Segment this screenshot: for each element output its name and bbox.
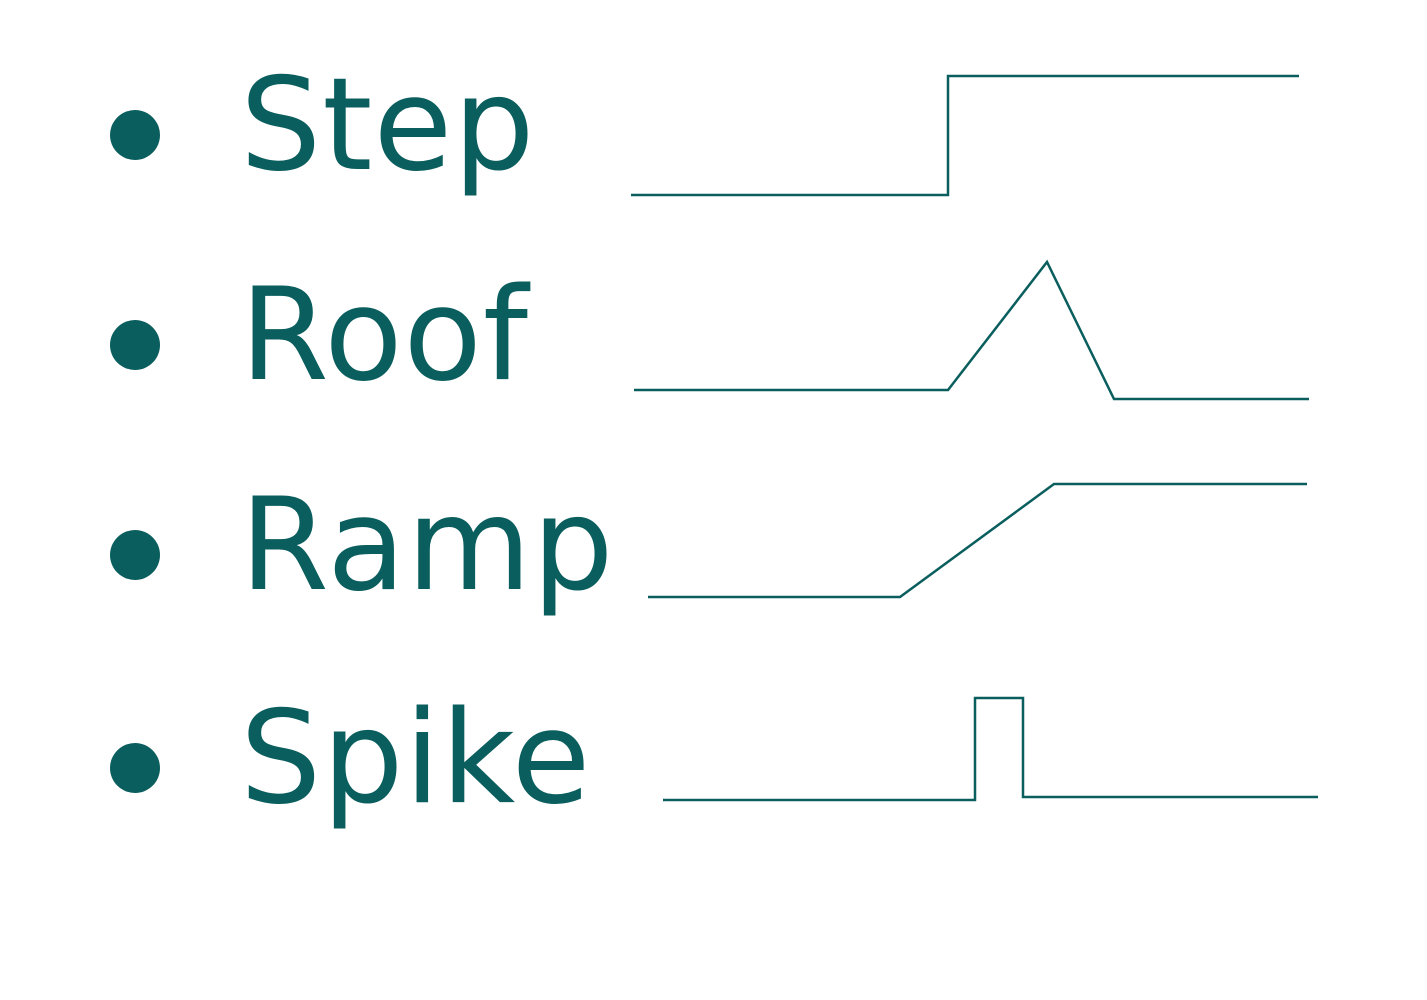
bullet-icon <box>110 320 160 370</box>
roof-edge-icon <box>634 259 1309 401</box>
item-label: Roof <box>240 261 529 410</box>
bullet-icon <box>110 743 160 793</box>
list-item-ramp: Ramp <box>0 0 1427 610</box>
item-label: Spike <box>240 684 592 833</box>
item-label: Ramp <box>240 471 615 620</box>
ramp-edge-icon <box>648 482 1307 599</box>
bullet-icon <box>110 530 160 580</box>
bullet-icon <box>110 110 160 160</box>
step-edge-icon <box>631 74 1299 197</box>
item-label: Step <box>240 51 536 200</box>
list-item-step: Step <box>0 0 1427 200</box>
list-item-roof: Roof <box>0 0 1427 400</box>
list-item-spike: Spike <box>0 0 1427 823</box>
spike-edge-icon <box>663 696 1318 802</box>
